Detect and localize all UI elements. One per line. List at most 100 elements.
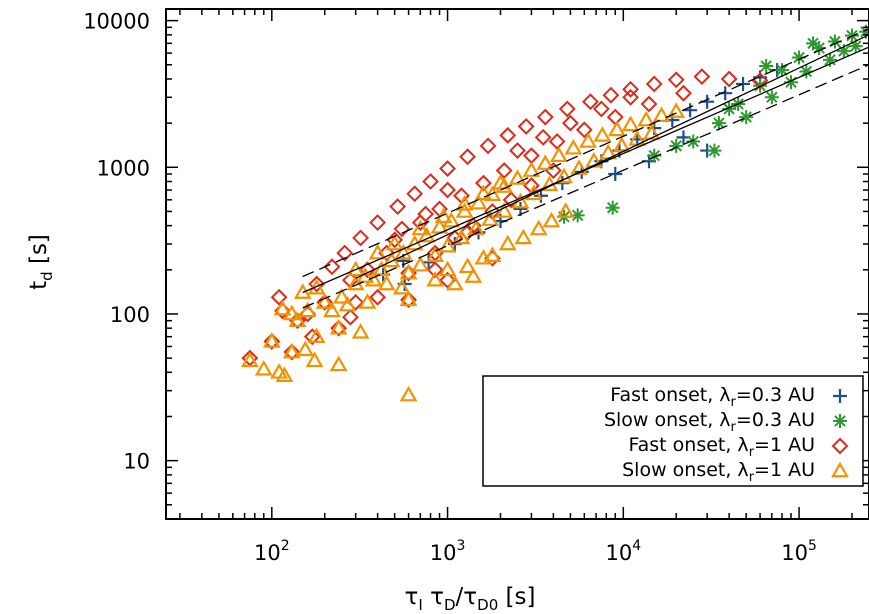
data-point (426, 261, 444, 279)
data-point (582, 93, 599, 111)
data-point (275, 366, 294, 382)
x-tick-label: 102 (254, 538, 290, 565)
data-point (792, 50, 807, 65)
y-tick-label: 1000 (97, 156, 150, 180)
solid-fit-line (355, 34, 869, 279)
data-point (389, 198, 407, 215)
data-point (542, 211, 561, 228)
data-point (479, 137, 497, 155)
data-point (645, 75, 663, 93)
data-point (303, 328, 321, 346)
legend-box (482, 375, 864, 487)
data-point (621, 115, 640, 132)
data-point (393, 220, 411, 238)
data-point (858, 24, 869, 39)
data-point (514, 228, 533, 245)
legend-label: Slow onset, λr=1 AU (622, 459, 815, 485)
data-point (411, 219, 430, 236)
data-point (262, 332, 281, 348)
data-point (347, 293, 365, 311)
legend-marker-plus (833, 389, 847, 403)
data-point (602, 86, 620, 104)
data-point (534, 128, 552, 146)
data-point (529, 219, 548, 236)
data-point (544, 162, 562, 179)
data-point (464, 267, 483, 283)
y-tick-label: 10000 (83, 10, 150, 34)
data-point (707, 143, 722, 158)
data-point (263, 332, 281, 350)
data-point (254, 360, 273, 376)
data-point (722, 101, 737, 116)
data-point (422, 173, 439, 190)
data-point (323, 301, 341, 318)
data-point (411, 255, 430, 272)
legend-label: Slow onset, λr=0.3 AU (604, 409, 815, 435)
data-point (445, 274, 464, 291)
data-point (298, 301, 317, 318)
data-point (368, 243, 387, 260)
data-point (525, 184, 543, 201)
data-point (399, 263, 418, 280)
data-point (652, 106, 671, 122)
data-point (307, 327, 326, 344)
data-point (517, 117, 535, 135)
data-point (385, 234, 404, 251)
data-point (359, 261, 376, 279)
legend-marker-triangle (831, 461, 849, 478)
data-point (378, 244, 396, 262)
data-point (612, 136, 631, 153)
data-point (240, 351, 259, 368)
legend-marker-asterisk (833, 414, 847, 428)
plot-frame (165, 8, 869, 520)
data-point (439, 160, 456, 177)
data-point (848, 39, 863, 54)
data-point (475, 174, 492, 192)
data-point (753, 78, 768, 93)
data-point (417, 205, 435, 223)
data-point (812, 41, 827, 56)
data-point (329, 355, 348, 372)
y-tick-labels: 10 100 1000 10000 (83, 10, 150, 474)
data-point (438, 236, 457, 253)
data-point (307, 278, 326, 295)
data-point (622, 88, 640, 106)
data-point (399, 385, 418, 402)
data-point (439, 271, 456, 289)
data-point (288, 311, 307, 328)
data-point (282, 342, 301, 359)
data-point (548, 133, 566, 150)
data-point (736, 76, 751, 91)
data-point (799, 64, 814, 79)
data-point (323, 258, 341, 276)
data-point (481, 210, 500, 226)
data-point (579, 132, 597, 148)
data-point (508, 169, 527, 185)
data-point (536, 154, 555, 170)
data-point (296, 340, 315, 357)
data-point (720, 70, 738, 88)
legend-marker-diamond (831, 437, 849, 455)
data-point (498, 234, 517, 251)
data-point (683, 103, 698, 118)
data-point (836, 44, 851, 59)
data-point (558, 100, 576, 118)
data-point (439, 181, 456, 199)
y-tick-label: 10 (123, 450, 150, 474)
data-point (556, 202, 575, 218)
data-point (386, 231, 404, 249)
data-point (667, 102, 686, 118)
data-point (592, 100, 610, 118)
data-point (669, 138, 684, 153)
data-point (522, 161, 541, 177)
data-point (693, 68, 711, 86)
data-point (336, 244, 354, 262)
data-point (637, 110, 656, 127)
data-point (499, 126, 517, 144)
data-point (605, 200, 620, 215)
data-point (455, 195, 474, 211)
data-point (377, 274, 396, 291)
data-point (775, 63, 790, 78)
data-point (273, 299, 292, 316)
